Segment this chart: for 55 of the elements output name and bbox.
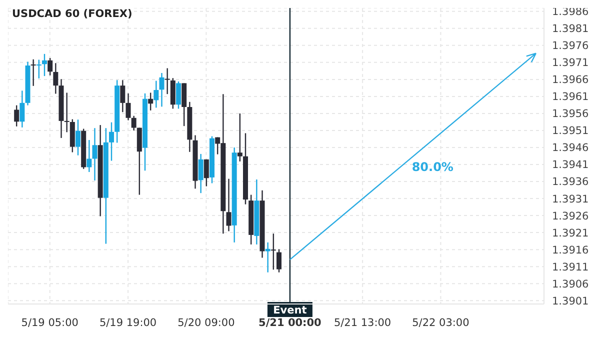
candlestick bbox=[53, 62, 58, 94]
candlestick bbox=[109, 122, 114, 162]
y-tick-label: 1.3951 bbox=[552, 125, 589, 138]
y-tick-label: 1.3936 bbox=[552, 176, 590, 188]
x-tick-label: 5/21 13:00 bbox=[334, 317, 392, 329]
candlestick bbox=[136, 127, 142, 196]
y-tick-label: 1.3976 bbox=[552, 40, 590, 52]
y-tick-label: 1.3926 bbox=[552, 210, 590, 222]
chart-title: USDCAD 60 (FOREX) bbox=[12, 8, 132, 20]
y-tick-label: 1.3906 bbox=[552, 278, 590, 290]
candlestick bbox=[76, 118, 80, 156]
y-tick-label: 1.3941 bbox=[552, 159, 589, 172]
candlestick bbox=[276, 248, 282, 273]
candlestick bbox=[14, 104, 20, 127]
candlestick bbox=[237, 112, 242, 162]
y-tick-label: 1.3921 bbox=[552, 227, 589, 240]
candlestick bbox=[198, 153, 204, 194]
x-tick-label: 5/22 03:00 bbox=[412, 317, 470, 329]
candlestick bbox=[164, 68, 170, 95]
y-tick-label: 1.3916 bbox=[552, 244, 590, 256]
candlestick bbox=[204, 158, 209, 187]
candlestick bbox=[176, 80, 181, 110]
candlestick bbox=[265, 242, 270, 273]
x-tick-label: 5/20 09:00 bbox=[178, 317, 235, 329]
candlestick bbox=[64, 92, 70, 133]
x-tick-label: 5/19 05:00 bbox=[21, 317, 78, 329]
y-tick-label: 1.3931 bbox=[552, 193, 589, 206]
candlestick bbox=[42, 53, 47, 77]
candlestick bbox=[120, 80, 126, 113]
candlestick bbox=[48, 57, 53, 76]
candlestick bbox=[148, 92, 154, 112]
ref-line-label: Event bbox=[273, 304, 307, 316]
y-tick-label: 1.3981 bbox=[552, 23, 589, 36]
y-tick-label: 1.3971 bbox=[552, 57, 589, 70]
annotation: 80.0% bbox=[412, 160, 454, 174]
candlestick bbox=[36, 59, 42, 80]
x-tick-label: 5/19 19:00 bbox=[99, 317, 157, 329]
candlestick bbox=[159, 72, 164, 108]
candlestick bbox=[92, 128, 98, 182]
candlestick bbox=[86, 139, 92, 173]
y-tick-label: 1.3946 bbox=[552, 142, 590, 154]
y-tick-label: 1.3911 bbox=[552, 261, 589, 274]
candlestick bbox=[226, 178, 232, 232]
candlestick bbox=[270, 232, 276, 270]
candlestick bbox=[131, 115, 136, 132]
y-tick-label: 1.3901 bbox=[552, 295, 589, 308]
candlestick bbox=[154, 80, 159, 108]
candlestick bbox=[30, 58, 36, 87]
y-tick-label: 1.3961 bbox=[552, 91, 589, 104]
y-tick-label: 1.3966 bbox=[552, 74, 590, 86]
candlestick bbox=[126, 92, 131, 121]
y-tick-label: 1.3956 bbox=[552, 108, 590, 120]
x-tick-label: 5/21 00:00 bbox=[258, 317, 322, 329]
candlestick bbox=[20, 90, 25, 128]
candlestick bbox=[182, 82, 187, 127]
